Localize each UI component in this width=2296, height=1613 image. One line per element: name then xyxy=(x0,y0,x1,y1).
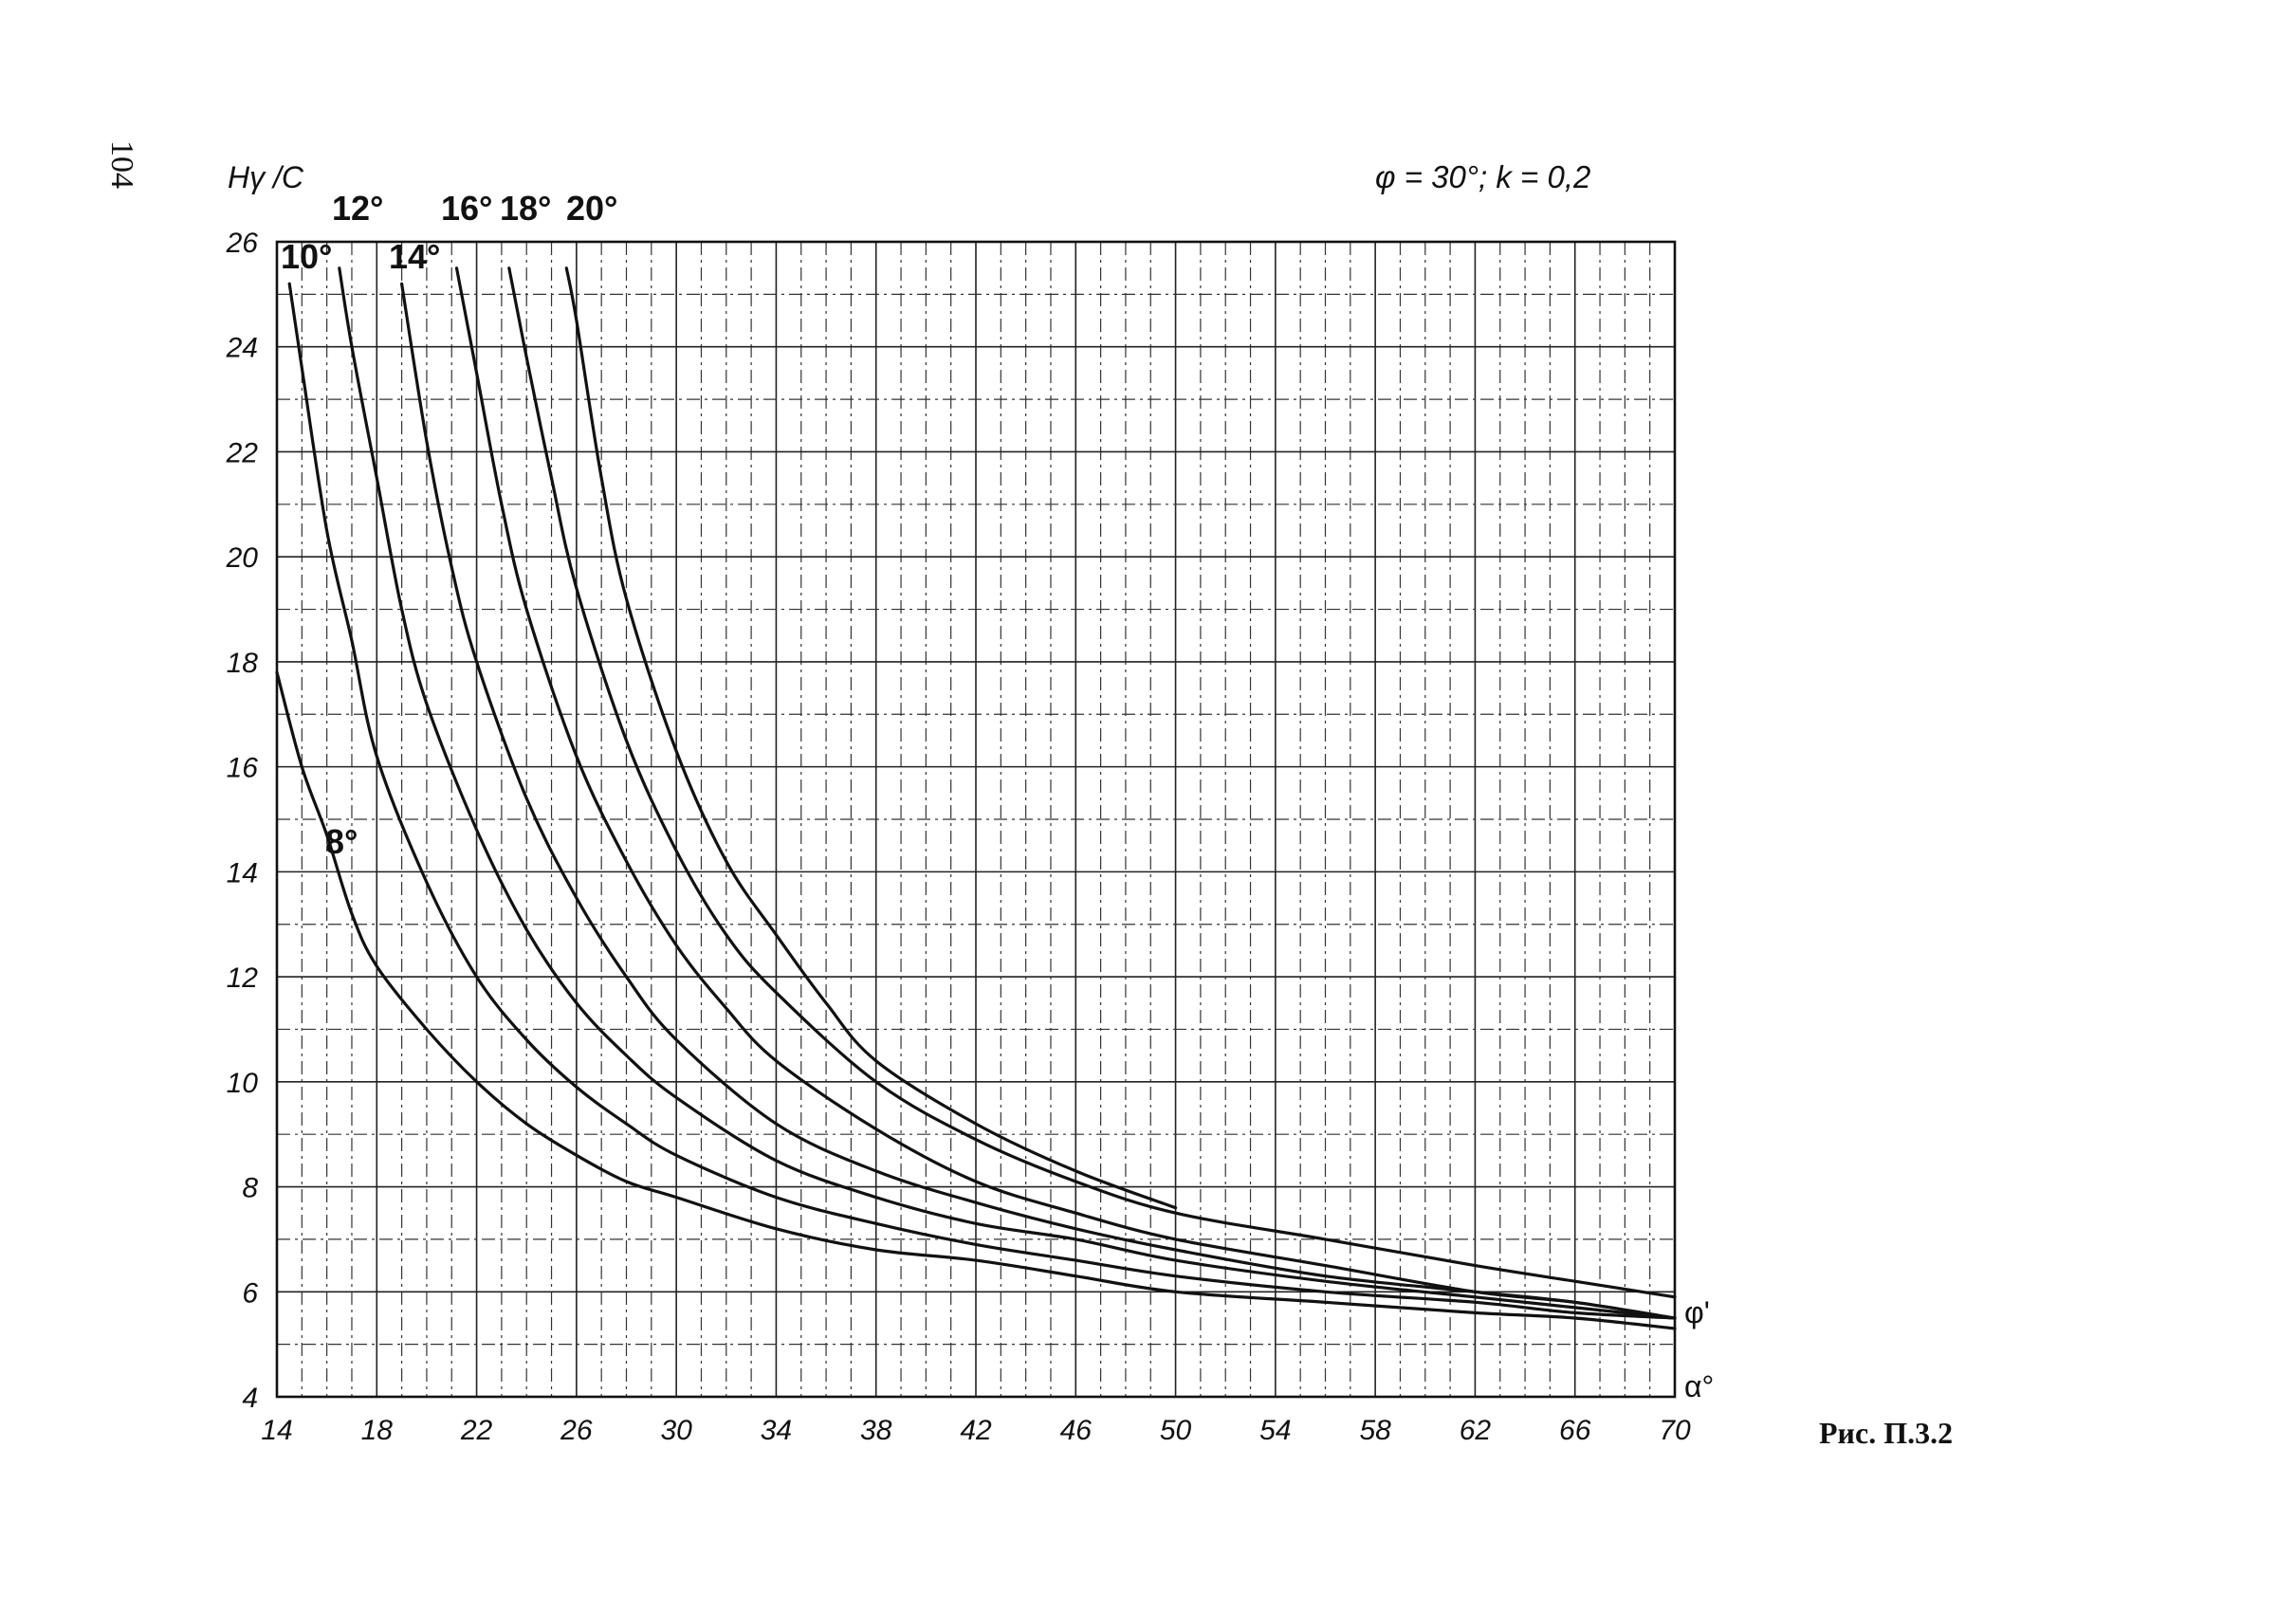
x-tick-label: 18 xyxy=(361,1415,394,1446)
x-tick-label: 42 xyxy=(960,1415,992,1446)
y-tick-label: 6 xyxy=(242,1277,258,1309)
y-tick-label: 26 xyxy=(226,228,259,259)
curve-16deg xyxy=(454,266,1677,1320)
curve-14deg xyxy=(400,282,1677,1320)
curve-label: 10° xyxy=(281,237,332,276)
curve-label: 16° xyxy=(441,189,492,228)
x-tick-label: 14 xyxy=(261,1415,292,1446)
curve-20deg xyxy=(564,266,1178,1210)
y-tick-label: 10 xyxy=(227,1068,259,1099)
y-tick-label: 20 xyxy=(226,542,259,574)
y-tick-label: 18 xyxy=(227,648,259,679)
x-tick-label: 62 xyxy=(1460,1415,1492,1446)
chart-curves xyxy=(275,266,1677,1330)
plot-frame xyxy=(275,240,1677,1399)
y-tick-label: 4 xyxy=(242,1383,258,1414)
x-tick-label: 66 xyxy=(1559,1415,1591,1446)
y-tick-label: 8 xyxy=(242,1173,258,1204)
x-tick-label: 46 xyxy=(1060,1415,1093,1446)
y-tick-label: 16 xyxy=(227,753,259,784)
chart-parameters: φ = 30°; k = 0,2 xyxy=(1375,159,1590,194)
curve-8deg xyxy=(275,670,1677,1330)
curve-label: 12° xyxy=(332,189,383,228)
curve-10deg xyxy=(287,282,1677,1320)
y-tick-labels: 4 6 8 10 12 14 16 18 20 22 24 26 xyxy=(226,228,259,1414)
curve-label: 14° xyxy=(389,237,440,276)
x-tick-label: 58 xyxy=(1359,1415,1391,1446)
curve-labels: 8° 10°12°14°16° 18° 20° xyxy=(281,189,617,861)
y-tick-label: 14 xyxy=(227,857,258,889)
x-tick-label: 26 xyxy=(560,1415,593,1446)
chart-grid xyxy=(277,242,1675,1397)
x-tick-label: 22 xyxy=(460,1415,493,1446)
x-tick-label: 70 xyxy=(1659,1415,1691,1446)
x-tick-label: 38 xyxy=(860,1415,892,1446)
y-tick-label: 22 xyxy=(226,437,259,468)
x-tick-label: 34 xyxy=(761,1415,792,1446)
x-axis-label: α° xyxy=(1684,1369,1714,1403)
x-tick-label: 50 xyxy=(1160,1415,1192,1446)
curve-label: 20° xyxy=(566,189,617,228)
y-tick-label: 12 xyxy=(227,962,259,994)
page-number: 104 xyxy=(104,140,139,189)
curve-12deg xyxy=(338,266,1677,1320)
figure-caption: Рис. П.3.2 xyxy=(1819,1416,1953,1450)
curve-18deg xyxy=(507,266,1677,1299)
x-tick-labels: 14 18 22 26 30 34 38 42 46 50 54 58 62 66 70 xyxy=(261,1415,1691,1446)
y-tick-label: 24 xyxy=(226,333,258,364)
curve-label: 18° xyxy=(500,189,551,228)
curve-label: 8° xyxy=(325,822,358,861)
x-tick-label: 30 xyxy=(660,1415,692,1446)
right-axis-label: φ' xyxy=(1684,1295,1710,1329)
y-axis-label: Hγ /C xyxy=(228,160,304,194)
x-tick-label: 54 xyxy=(1259,1415,1291,1446)
